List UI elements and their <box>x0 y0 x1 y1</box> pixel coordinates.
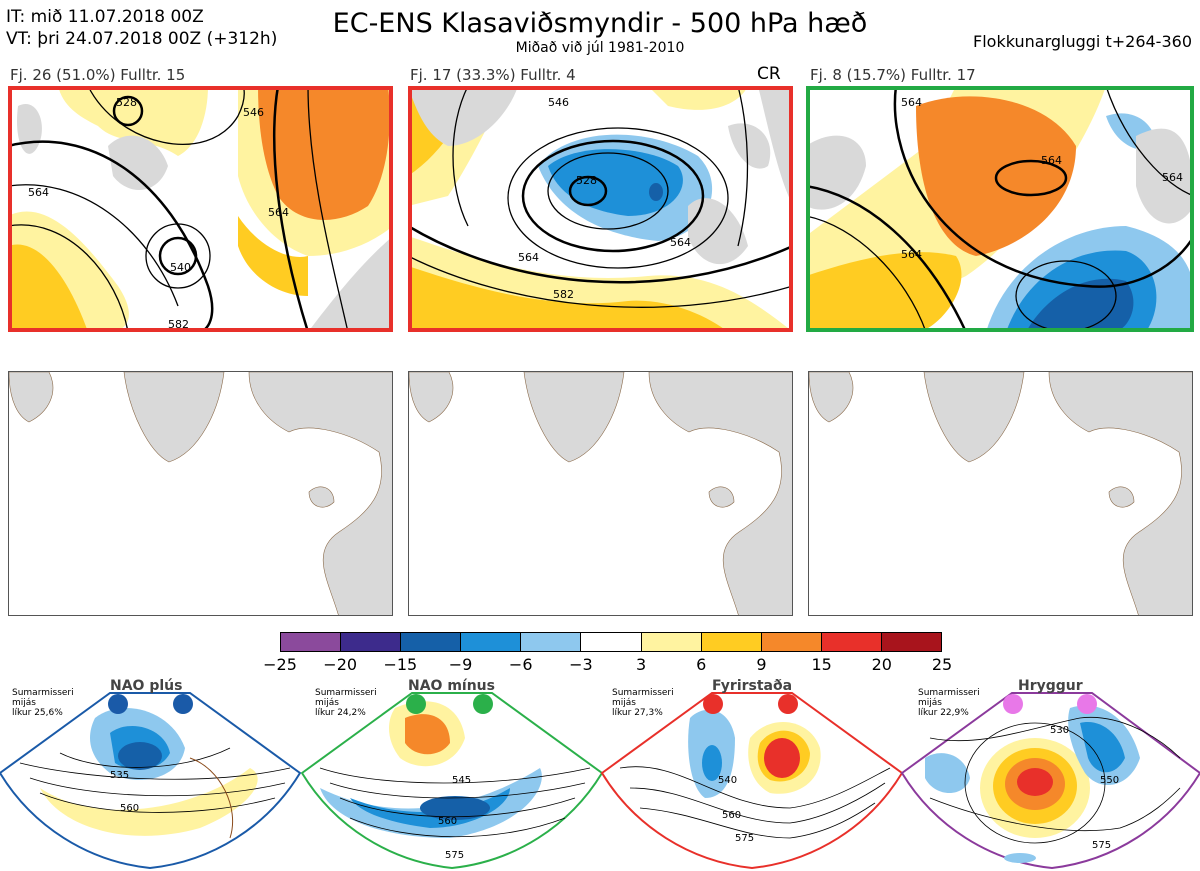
colorbar-tick-8: 9 <box>756 655 767 674</box>
regime-blocking-map: 540 560 575 <box>600 692 904 870</box>
init-time: IT: mið 11.07.2018 00Z <box>6 7 204 27</box>
regime-blocking-note: Sumarmisseri mijás líkur 27,3% <box>612 688 674 718</box>
cluster-1-frame <box>8 86 393 332</box>
classification-window: Flokkunargluggi t+264-360 <box>973 32 1192 51</box>
cluster-1-contour-582: 582 <box>168 318 189 331</box>
colorbar-bin-5 <box>581 633 642 651</box>
regime-ridge-name: Hryggur <box>1018 678 1083 694</box>
valid-time: VT: þri 24.07.2018 00Z (+312h) <box>6 29 278 49</box>
cluster-2-contour-528: 528 <box>576 174 597 187</box>
colorbar-tick-2: −15 <box>383 655 418 674</box>
regime-nao-minus-contour-560: 560 <box>438 816 457 827</box>
cluster-1-map: 564 546 564 582 540 528 <box>8 86 393 332</box>
colorbar-tick-9: 15 <box>811 655 832 674</box>
colorbar-tick-3: −9 <box>448 655 473 674</box>
colorbar-tick-4: −6 <box>508 655 533 674</box>
colorbar-bin-0 <box>281 633 342 651</box>
regime-nao-plus-contour-560: 560 <box>120 803 139 814</box>
basemap-2 <box>408 371 793 616</box>
page-subtitle: Miðað við júl 1981-2010 <box>515 40 685 56</box>
colorbar-ticks: −25 −20 −15 −9 −6 −3 3 6 9 15 20 25 <box>263 655 952 675</box>
cluster-2-frame <box>408 86 793 332</box>
regime-nao-minus-contour-545: 545 <box>452 775 471 786</box>
colorbar-tick-0: −25 <box>263 655 297 674</box>
cluster-3-label: Fj. 8 (15.7%) Fulltr. 17 <box>810 66 976 84</box>
colorbar-bin-8 <box>761 633 822 651</box>
colorbar-bin-6 <box>641 633 702 651</box>
regime-nao-plus-note: Sumarmisseri mijás líkur 25,6% <box>12 688 74 718</box>
colorbar-tick-1: −20 <box>323 655 358 674</box>
regime-row: 535 560 545 560 575 <box>0 678 1200 871</box>
regime-nao-minus-dot-left <box>406 694 426 714</box>
colorbar-bin-7 <box>701 633 762 651</box>
regime-ridge-dot-left <box>1003 694 1023 714</box>
colorbar-bin-9 <box>821 633 882 651</box>
cluster-1-label: Fj. 26 (51.0%) Fulltr. 15 <box>10 66 186 84</box>
regime-ridge-map: 530 550 575 <box>900 692 1200 870</box>
cluster-1-contour-540: 540 <box>170 261 191 274</box>
regime-nao-plus-dot-right <box>173 694 193 714</box>
regime-blocking-contour-560: 560 <box>722 810 741 821</box>
colorbar-bin-10 <box>881 633 942 651</box>
basemap-1 <box>8 371 393 616</box>
basemap-3 <box>808 371 1193 616</box>
cluster-2-contour-546: 546 <box>548 96 569 109</box>
cluster-3-map: 564 564 564 564 <box>806 86 1194 332</box>
cluster-3-frame <box>806 86 1194 332</box>
cluster-3-contour-564c: 564 <box>1041 154 1062 167</box>
cluster-1-contour-546: 546 <box>243 106 264 119</box>
regime-nao-plus-contour-535: 535 <box>110 770 129 781</box>
regime-nao-minus-note: Sumarmisseri mijás líkur 24,2% <box>315 688 377 718</box>
regime-ridge-contour-550: 550 <box>1100 775 1119 786</box>
regime-nao-minus-contour-575: 575 <box>445 850 464 861</box>
regime-blocking-contour-575: 575 <box>735 833 754 844</box>
regime-nao-plus-dot-left <box>108 694 128 714</box>
cluster-1-contour-564a: 564 <box>28 186 49 199</box>
cluster-2-map: 546 564 528 564 582 <box>408 86 793 332</box>
regime-blocking-name: Fyrirstaða <box>712 678 793 694</box>
colorbar <box>280 632 942 652</box>
regime-ridge-contour-575: 575 <box>1092 840 1111 851</box>
cluster-3-contour-564a: 564 <box>901 96 922 109</box>
regime-ridge-dot-right <box>1077 694 1097 714</box>
colorbar-bin-4 <box>521 633 582 651</box>
colorbar-tick-10: 20 <box>871 655 892 674</box>
colorbar-bin-3 <box>461 633 522 651</box>
cluster-2-cr-marker: CR <box>757 64 781 84</box>
regime-nao-plus-map: 535 560 <box>0 692 302 870</box>
regime-ridge-contour-530: 530 <box>1050 725 1069 736</box>
colorbar-tick-11: 25 <box>931 655 953 674</box>
page-title: EC-ENS Klasaviðsmyndir - 500 hPa hæð <box>332 8 868 39</box>
cluster-3-contour-564b: 564 <box>901 248 922 261</box>
regime-ridge-note: Sumarmisseri mijás líkur 22,9% <box>918 688 980 718</box>
colorbar-tick-7: 6 <box>696 655 707 674</box>
cluster-3-contour-564d: 564 <box>1162 171 1183 184</box>
cluster-2-contour-564a: 564 <box>518 251 539 264</box>
regime-blocking-contour-540: 540 <box>718 775 737 786</box>
colorbar-bin-1 <box>341 633 402 651</box>
regime-nao-plus-name: NAO plús <box>110 678 183 694</box>
cluster-2-label: Fj. 17 (33.3%) Fulltr. 4 <box>410 66 576 84</box>
regime-nao-minus-dot-right <box>473 694 493 714</box>
colorbar-tick-5: −3 <box>569 655 593 674</box>
regime-blocking-dot-left <box>703 694 723 714</box>
header-dates: IT: mið 11.07.2018 00Z VT: þri 24.07.201… <box>6 6 277 50</box>
cluster-2-contour-582: 582 <box>553 288 574 301</box>
colorbar-tick-6: 3 <box>635 655 647 674</box>
cluster-2-contour-564b: 564 <box>670 236 691 249</box>
cluster-1-contour-528: 528 <box>116 96 137 109</box>
regime-blocking-dot-right <box>778 694 798 714</box>
regime-nao-minus-map: 545 560 575 <box>300 692 604 870</box>
cluster-1-contour-564b: 564 <box>268 206 289 219</box>
regime-nao-minus-name: NAO mínus <box>408 678 495 694</box>
colorbar-bin-2 <box>401 633 462 651</box>
